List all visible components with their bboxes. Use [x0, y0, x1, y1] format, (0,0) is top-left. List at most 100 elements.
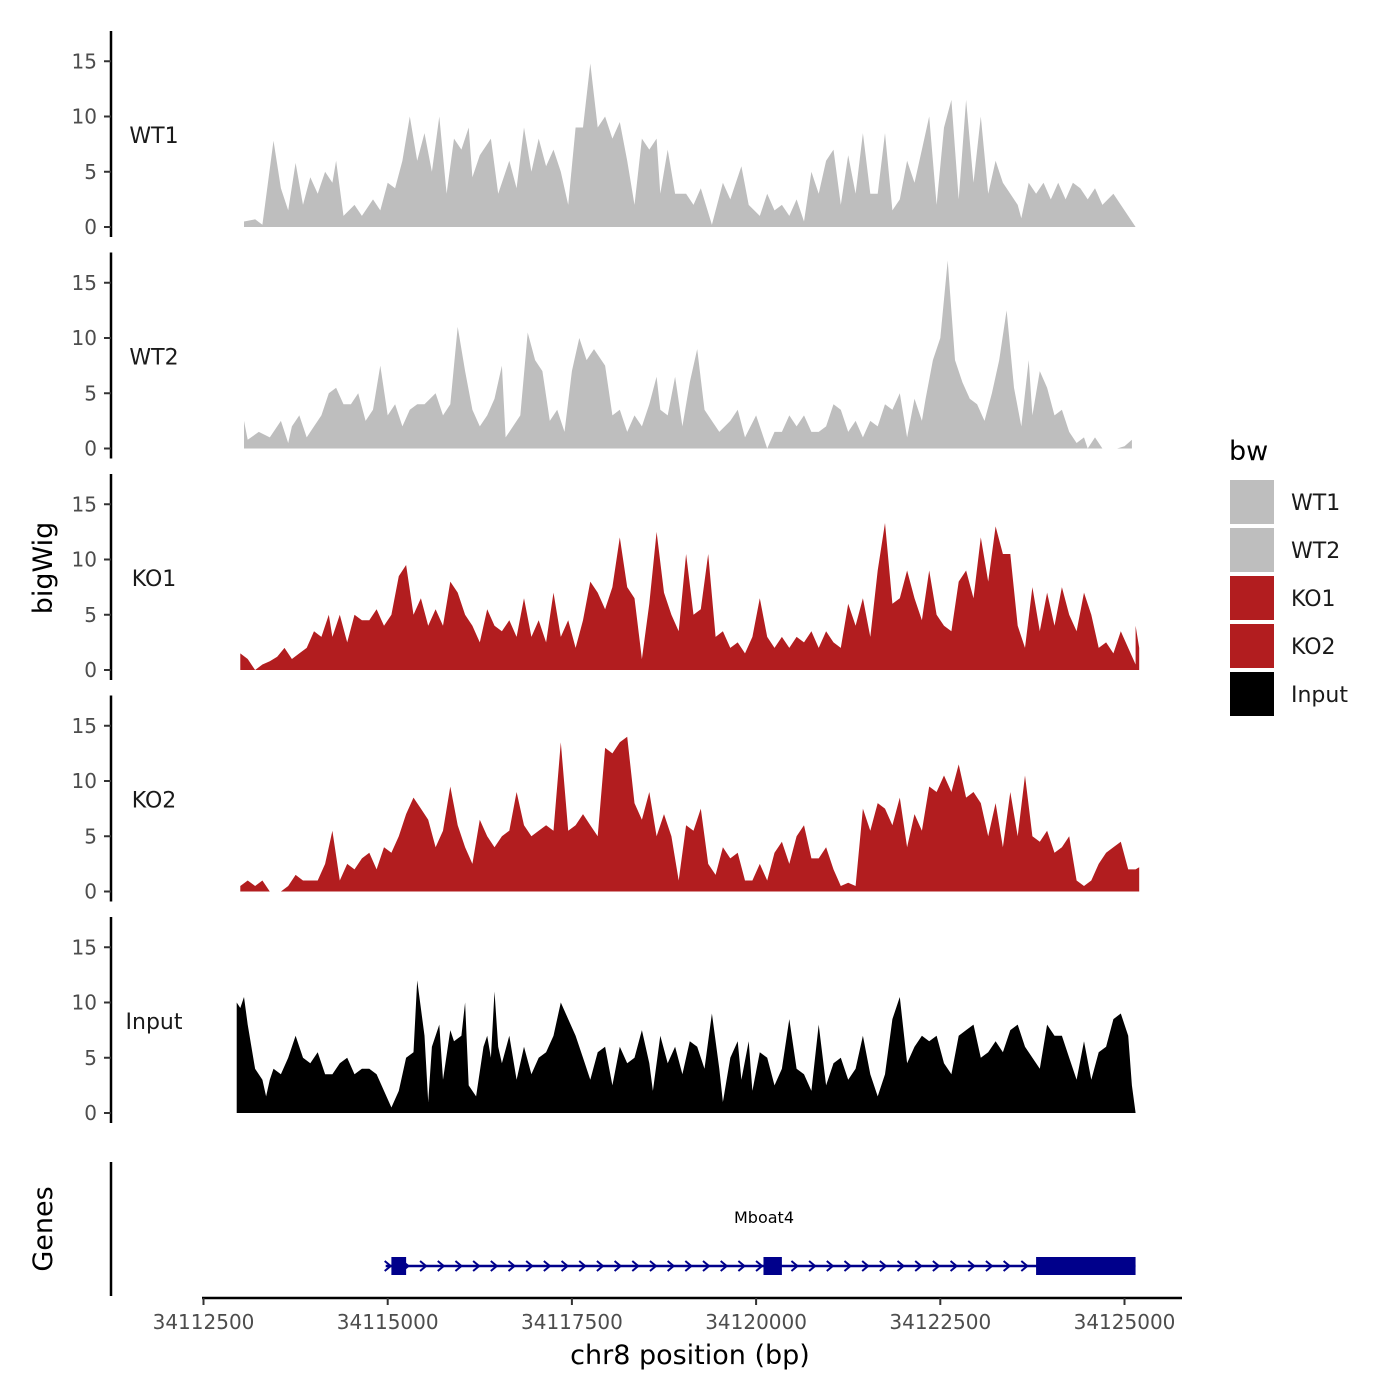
y-tick-label: 5 [84, 381, 97, 405]
coverage-area-ko2 [240, 736, 1140, 892]
strand-arrow [914, 1260, 923, 1272]
track-wt1: 0 5 10 15 WT1 [72, 31, 1136, 239]
y-tick-label: 5 [84, 1046, 97, 1070]
strand-arrow [826, 1260, 835, 1272]
strand-arrow [454, 1260, 463, 1272]
legend-key-wt1 [1230, 480, 1274, 524]
x-axis-title: chr8 position (bp) [570, 1340, 810, 1371]
gene-panel: Genes Mboat4 [28, 1162, 1136, 1296]
strand-arrow [631, 1260, 640, 1272]
legend-key-ko2 [1230, 624, 1274, 668]
strand-arrow [596, 1260, 605, 1272]
y-tick-label: 10 [72, 548, 97, 572]
y-tick-label: 5 [84, 824, 97, 848]
legend-label: Input [1291, 683, 1348, 708]
gene-name-label: Mboat4 [734, 1208, 794, 1227]
coverage-area-wt2 [244, 260, 1132, 449]
strand-arrow [613, 1260, 623, 1272]
strand-arrow [808, 1260, 817, 1272]
strand-arrow [737, 1260, 746, 1272]
track-ko2: 0 5 10 15 KO2 [72, 695, 1140, 904]
strand-arrow [861, 1260, 870, 1272]
strand-arrow [490, 1260, 499, 1272]
gene-panel-title: Genes [28, 1186, 59, 1271]
strand-arrow [932, 1260, 941, 1272]
gene-exon [1036, 1257, 1136, 1275]
legend-label: WT2 [1291, 539, 1340, 564]
x-tick-label: 34125000 [1074, 1310, 1176, 1334]
track-label: KO1 [132, 567, 177, 592]
strand-arrow [684, 1260, 693, 1272]
strand-arrow [967, 1260, 976, 1272]
strand-arrow [843, 1260, 853, 1272]
legend-label: WT1 [1291, 491, 1340, 516]
coverage-tracks: 0 5 10 15 WT1 0 5 10 15 WT2 0 5 10 15 KO1 0 5 10 15 KO2 0 5 10… [72, 31, 1140, 1125]
coverage-area-input [236, 980, 1136, 1113]
strand-arrow [1020, 1260, 1029, 1272]
y-axis-title: bigWig [28, 522, 59, 615]
y-tick-label: 15 [72, 492, 97, 516]
y-tick-label: 10 [72, 991, 97, 1015]
coverage-area-wt1 [244, 63, 1136, 227]
track-wt2: 0 5 10 15 WT2 [72, 252, 1132, 461]
track-label: WT1 [129, 124, 178, 149]
strand-arrow [896, 1260, 906, 1272]
legend-key-wt2 [1230, 528, 1274, 572]
strand-arrow [419, 1260, 428, 1272]
gene-model [384, 1257, 1136, 1275]
legend-key-input [1230, 672, 1274, 716]
strand-arrow [472, 1260, 481, 1272]
strand-arrow [578, 1260, 587, 1272]
y-tick-label: 10 [72, 105, 97, 129]
strand-arrow [384, 1260, 393, 1272]
y-tick-label: 5 [84, 603, 97, 627]
y-tick-label: 15 [72, 714, 97, 738]
track-label: Input [126, 1010, 183, 1035]
gene-exon [391, 1257, 407, 1275]
x-axis: 34112500 34115000 34117500 34120000 34122500… [153, 1296, 1182, 1334]
y-tick-label: 10 [72, 769, 97, 793]
strand-arrow [666, 1260, 676, 1272]
x-tick-label: 34117500 [521, 1310, 623, 1334]
y-tick-label: 15 [72, 935, 97, 959]
legend: bw WT1 WT2 KO1 KO2 Input [1229, 436, 1348, 716]
y-tick-label: 0 [84, 215, 97, 239]
strand-arrow [790, 1260, 799, 1272]
y-tick-label: 10 [72, 326, 97, 350]
y-tick-label: 5 [84, 160, 97, 184]
strand-arrow [1002, 1260, 1012, 1272]
x-tick-label: 34115000 [337, 1310, 439, 1334]
strand-arrow [755, 1260, 764, 1272]
track-input: 0 5 10 15 Input [72, 917, 1136, 1125]
strand-arrow [879, 1260, 888, 1272]
y-tick-label: 15 [72, 271, 97, 295]
strand-arrow [507, 1260, 517, 1272]
x-tick-label: 34112500 [153, 1310, 255, 1334]
y-tick-label: 0 [84, 1101, 97, 1125]
legend-label: KO2 [1291, 635, 1336, 660]
track-ko1: 0 5 10 15 KO1 [72, 474, 1140, 682]
strand-arrow [720, 1260, 729, 1272]
strand-arrow [437, 1260, 446, 1272]
strand-arrow [649, 1260, 658, 1272]
strand-arrow [985, 1260, 994, 1272]
legend-key-ko1 [1230, 576, 1274, 620]
track-label: WT2 [129, 346, 178, 371]
strand-arrow [949, 1260, 959, 1272]
coverage-area-ko1 [240, 523, 1140, 670]
strand-arrow [543, 1260, 552, 1272]
track-label: KO2 [132, 789, 177, 814]
legend-title: bw [1229, 436, 1268, 467]
strand-arrow [560, 1260, 570, 1272]
strand-arrow [525, 1260, 534, 1272]
y-tick-label: 15 [72, 49, 97, 73]
x-tick-label: 34120000 [705, 1310, 807, 1334]
y-tick-label: 0 [84, 437, 97, 461]
gene-exon [763, 1257, 782, 1275]
y-tick-label: 0 [84, 658, 97, 682]
x-tick-label: 34122500 [889, 1310, 991, 1334]
y-tick-label: 0 [84, 880, 97, 904]
strand-arrow [702, 1260, 711, 1272]
legend-label: KO1 [1291, 587, 1336, 612]
